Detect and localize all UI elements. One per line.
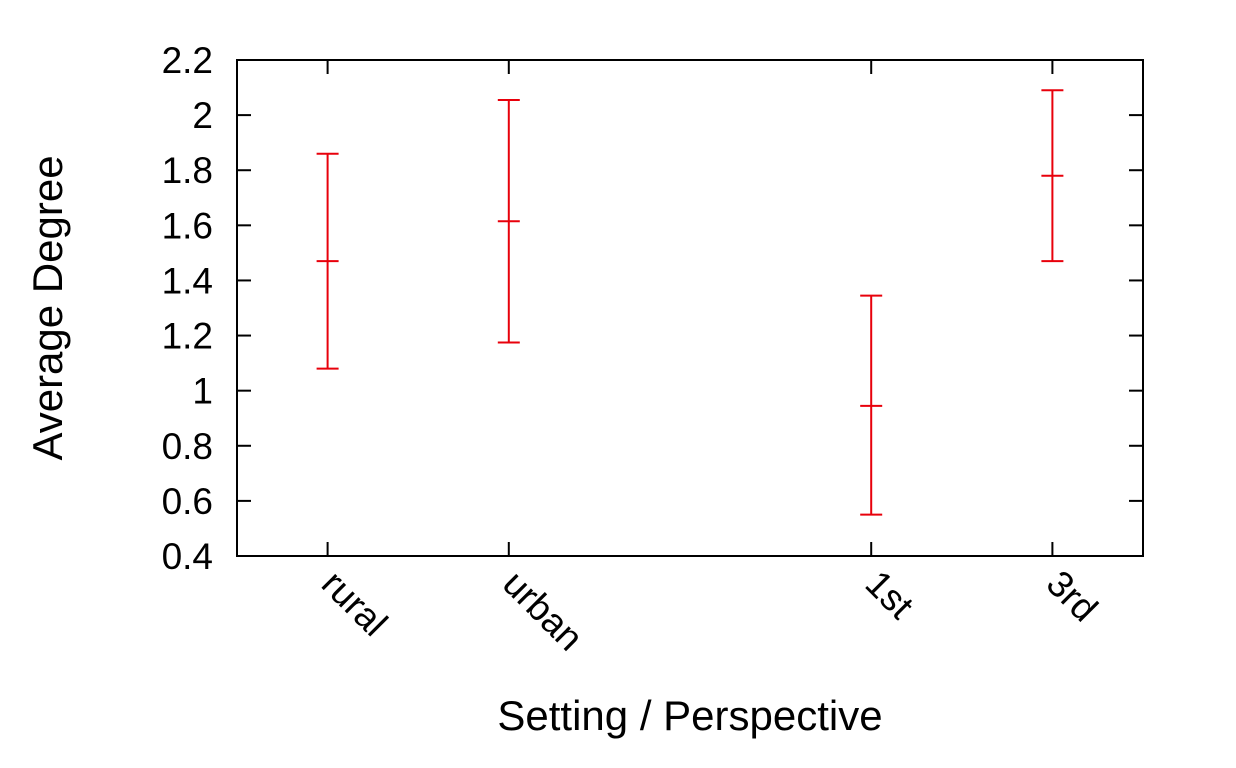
y-tick-label: 2 bbox=[192, 95, 213, 136]
y-tick-label: 1 bbox=[192, 371, 213, 412]
y-tick-label: 1.2 bbox=[162, 316, 213, 357]
x-axis-label: Setting / Perspective bbox=[497, 692, 882, 739]
y-tick-label: 0.8 bbox=[162, 426, 213, 467]
x-tick-label: 3rd bbox=[1039, 563, 1106, 630]
x-tick-label: urban bbox=[495, 563, 591, 659]
y-tick-label: 1.8 bbox=[162, 150, 213, 191]
error-bar-1st bbox=[860, 294, 883, 516]
y-axis-label: Average Degree bbox=[24, 155, 71, 460]
plot-frame bbox=[236, 59, 1144, 557]
y-tick-label: 1.6 bbox=[162, 205, 213, 246]
error-bar-urban bbox=[497, 98, 520, 344]
error-bar-3rd bbox=[1041, 89, 1064, 263]
error-bars bbox=[316, 89, 1064, 516]
error-bar-rural bbox=[316, 152, 339, 370]
x-tick-label: rural bbox=[314, 563, 395, 644]
y-tick-label: 2.2 bbox=[162, 40, 213, 81]
x-tick-label: 1st bbox=[858, 563, 922, 627]
y-tick-label: 0.6 bbox=[162, 481, 213, 522]
y-tick-label: 1.4 bbox=[162, 260, 213, 301]
x-axis-ticks: rural urban 1st 3rd bbox=[314, 60, 1106, 659]
y-tick-label: 0.4 bbox=[162, 536, 213, 577]
y-axis-ticks: 0.4 0.6 0.8 1 1.2 1.4 1.6 1.8 2 2.2 bbox=[162, 40, 1143, 577]
